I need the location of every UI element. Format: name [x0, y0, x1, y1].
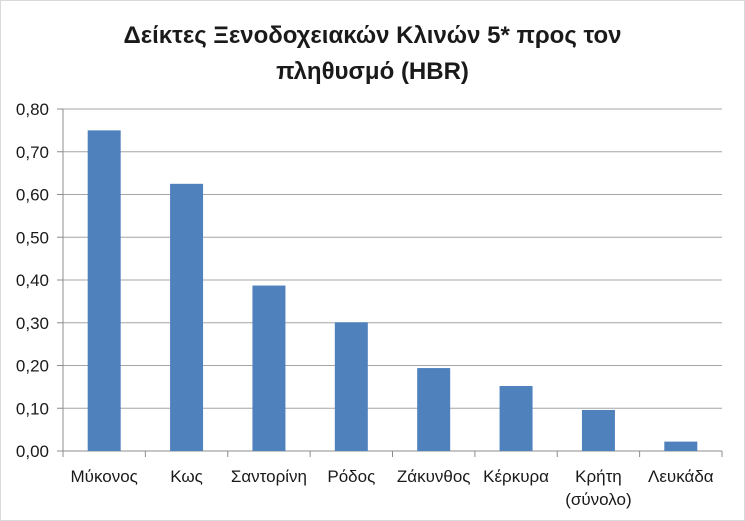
- bar: [87, 130, 121, 451]
- y-tick-label: 0,30: [16, 314, 49, 333]
- bar: [664, 441, 698, 451]
- y-tick-label: 0,20: [16, 357, 49, 376]
- chart-title-line-2: πληθυσμό (HBR): [276, 58, 469, 85]
- y-tick-label: 0,70: [16, 143, 49, 162]
- x-tick-label: Ζάκυνθος: [397, 467, 471, 486]
- bar: [170, 183, 204, 451]
- chart-title-line-1: Δείκτες Ξενοδοχειακών Κλινών 5* προς τον: [123, 22, 622, 49]
- x-tick-label: Ρόδος: [327, 467, 375, 486]
- chart-title: Δείκτες Ξενοδοχειακών Κλινών 5* προς τον…: [0, 18, 745, 90]
- y-tick-label: 0,50: [16, 228, 49, 247]
- x-tick-label: Λευκάδα: [648, 467, 714, 486]
- bar: [252, 285, 286, 451]
- y-tick-label: 0,10: [16, 399, 49, 418]
- y-tick-label: 0,80: [16, 100, 49, 119]
- y-tick-label: 0,00: [16, 442, 49, 461]
- y-tick-label: 0,40: [16, 271, 49, 290]
- x-tick-label: Κρήτη: [575, 467, 622, 486]
- bar: [581, 409, 615, 451]
- x-tick-label: Κέρκυρα: [483, 467, 549, 486]
- bar: [334, 322, 368, 451]
- bar: [417, 368, 451, 451]
- x-tick-label: (σύνολο): [565, 490, 631, 509]
- x-tick-label: Μύκονος: [71, 467, 138, 486]
- bar: [499, 386, 533, 451]
- y-tick-label: 0,60: [16, 186, 49, 205]
- x-tick-label: Σαντορίνη: [231, 467, 307, 486]
- x-tick-label: Κως: [170, 467, 203, 486]
